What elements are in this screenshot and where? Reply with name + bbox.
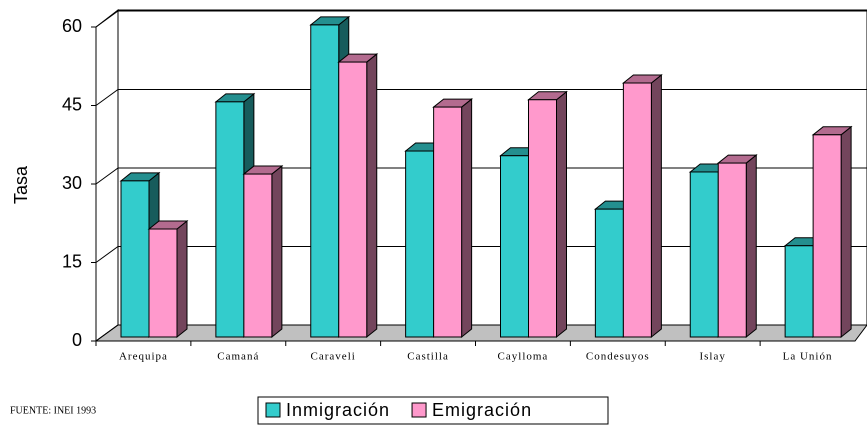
- bar: [147, 219, 189, 339]
- bar: [811, 125, 853, 339]
- bar-front: [500, 155, 529, 338]
- y-tick-label: 15: [62, 251, 82, 271]
- bar-front: [528, 99, 557, 338]
- x-tick-label: Caraveli: [311, 351, 356, 363]
- bar-side: [840, 125, 852, 339]
- bar-front: [784, 245, 814, 338]
- bar-front: [689, 171, 719, 338]
- bar: [527, 90, 568, 339]
- y-tick-label: 30: [62, 173, 82, 193]
- x-tick-label: Camaná: [217, 351, 259, 363]
- y-tick-label: 60: [62, 16, 82, 36]
- bar-front: [215, 101, 245, 338]
- bar: [337, 53, 379, 339]
- bar-side: [461, 98, 473, 339]
- y-tick-label: 0: [72, 330, 82, 350]
- x-tick-label: Arequipa: [119, 351, 168, 363]
- x-tick-label: Condesuyos: [586, 351, 650, 363]
- grid-line: [95, 89, 867, 106]
- legend-box: [257, 396, 609, 425]
- grid-line: [95, 10, 867, 28]
- legend-label: Emigración: [432, 400, 532, 420]
- x-tick-label: Castilla: [407, 351, 449, 363]
- bar-front: [717, 162, 747, 338]
- bar: [432, 98, 474, 339]
- bar-front: [433, 106, 463, 338]
- bar-side: [176, 219, 188, 339]
- bar-front: [622, 82, 652, 338]
- bar-front: [812, 134, 842, 338]
- legend-label: Inmigración: [286, 400, 390, 420]
- bar-side: [745, 154, 757, 339]
- bar-side: [556, 90, 567, 339]
- x-tick-label: Islay: [699, 351, 725, 363]
- bar-front: [243, 173, 273, 338]
- bar-front: [405, 150, 435, 338]
- bar-side: [650, 73, 662, 339]
- bar-side: [271, 165, 283, 339]
- bar-side: [366, 53, 378, 339]
- bar-front: [148, 228, 178, 338]
- legend-swatch: [411, 402, 427, 418]
- x-tick-label: La Unión: [783, 351, 833, 363]
- bar: [621, 73, 663, 339]
- bar-front: [338, 61, 368, 338]
- bar-front: [120, 180, 150, 338]
- source-note: FUENTE: INEI 1993: [10, 405, 96, 416]
- y-axis-label: Tasa: [11, 165, 31, 204]
- bar: [242, 165, 284, 339]
- y-tick-label: 45: [62, 94, 82, 114]
- x-tick-label: Caylloma: [498, 351, 549, 363]
- bar-front: [310, 24, 340, 338]
- legend-swatch: [265, 402, 281, 418]
- grid-line: [95, 167, 867, 185]
- bar: [716, 154, 758, 339]
- bar-front: [594, 208, 624, 338]
